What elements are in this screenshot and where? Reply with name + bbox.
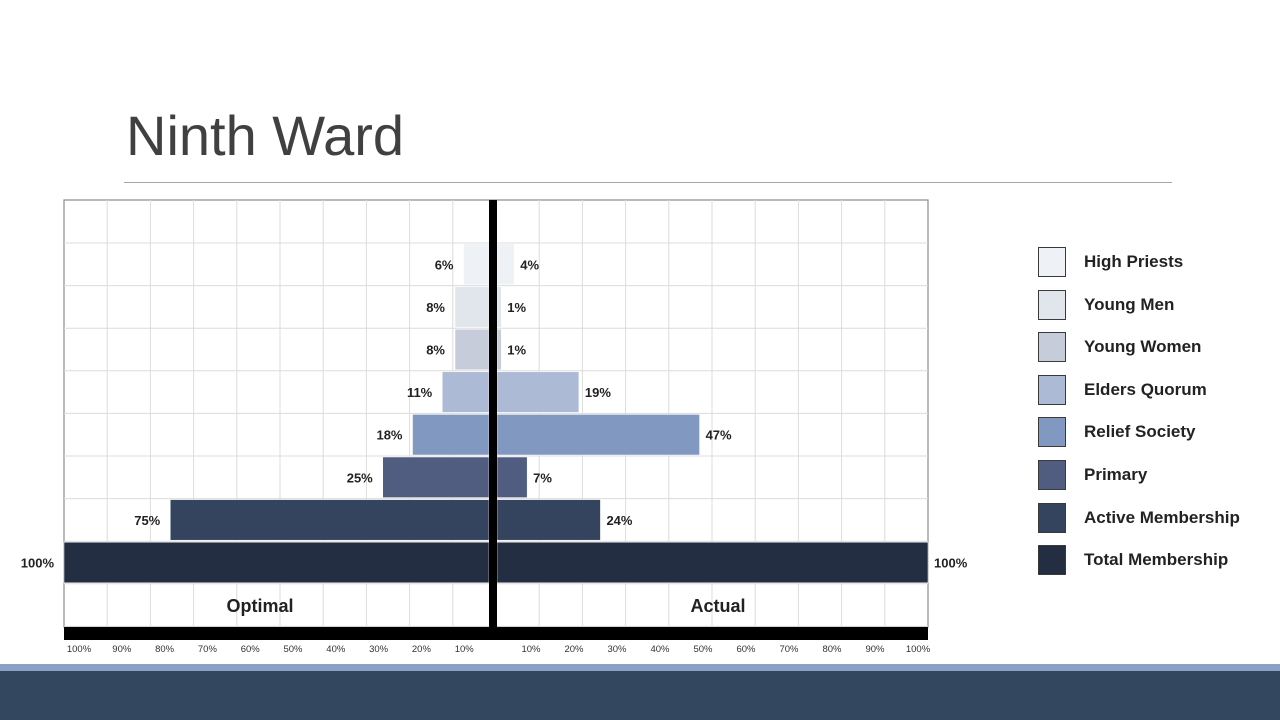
tick-label-right: 40% xyxy=(650,644,670,655)
data-label-optimal: 6% xyxy=(435,257,454,272)
tick-label-left: 50% xyxy=(283,644,303,655)
bar-actual xyxy=(496,456,528,498)
data-label-optimal: 25% xyxy=(347,470,373,485)
data-label-optimal: 100% xyxy=(21,556,55,571)
bar-optimal xyxy=(63,541,490,584)
data-label-optimal: 8% xyxy=(426,343,445,358)
legend-label: Young Men xyxy=(1084,294,1175,314)
legend-label: High Priests xyxy=(1084,252,1184,271)
center-axis xyxy=(489,200,497,627)
tick-label-left: 80% xyxy=(155,644,175,655)
data-label-actual: 4% xyxy=(520,257,539,272)
tick-label-left: 30% xyxy=(369,644,389,655)
tick-label-left: 60% xyxy=(241,644,261,655)
butterfly-chart: 6% 4% 8% 1% 8% 1% 11% 19% 18% 47% 25% 7% 75% 24% 100% 1… xyxy=(21,199,968,655)
data-label-actual: 1% xyxy=(507,300,526,315)
tick-label-right: 70% xyxy=(779,644,799,655)
tick-label-left: 10% xyxy=(455,644,475,655)
data-label-actual: 19% xyxy=(585,385,611,400)
legend-swatch xyxy=(1038,460,1066,490)
series-label-optimal: Optimal xyxy=(226,596,293,616)
bar-actual xyxy=(496,541,929,584)
bar-optimal xyxy=(170,499,490,541)
bar-optimal xyxy=(454,328,490,371)
bar-optimal xyxy=(382,456,490,498)
legend-label: Total Membership xyxy=(1084,550,1229,570)
bar-actual xyxy=(496,499,601,541)
tick-label-left: 40% xyxy=(326,644,346,655)
legend-swatch xyxy=(1038,417,1066,448)
data-label-actual: 100% xyxy=(934,556,968,571)
data-label-optimal: 11% xyxy=(407,385,433,400)
legend-item: Total Membership xyxy=(1038,545,1278,576)
data-label-optimal: 18% xyxy=(376,428,402,443)
tick-label-right: 100% xyxy=(906,644,931,655)
series-label-actual: Actual xyxy=(690,596,745,616)
data-label-actual: 7% xyxy=(533,470,552,485)
bar-actual xyxy=(496,328,502,371)
legend-swatch xyxy=(1038,289,1066,320)
legend-label: Elders Quorum xyxy=(1084,379,1207,399)
bar-actual xyxy=(496,243,515,285)
tick-label-right: 80% xyxy=(822,644,842,655)
tick-label-left: 90% xyxy=(112,644,132,655)
legend-label: Young Women xyxy=(1084,337,1202,357)
legend-label: Relief Society xyxy=(1084,422,1196,442)
tick-label-right: 10% xyxy=(521,644,541,655)
title-divider xyxy=(124,182,1172,183)
bar-optimal xyxy=(454,286,490,328)
legend-label: Primary xyxy=(1084,465,1148,484)
legend-item: Elders Quorum xyxy=(1038,374,1278,405)
legend-swatch xyxy=(1038,247,1066,277)
data-label-optimal: 8% xyxy=(426,300,445,315)
legend-swatch xyxy=(1038,502,1066,533)
legend-label: Active Membership xyxy=(1084,507,1240,527)
bar-optimal xyxy=(412,414,490,456)
bar-actual xyxy=(496,286,502,328)
footer-accent-line xyxy=(0,664,1280,671)
tick-label-right: 60% xyxy=(736,644,756,655)
footer-band xyxy=(0,671,1280,720)
legend-item: Young Men xyxy=(1038,289,1278,320)
bottom-axis-band xyxy=(64,627,928,640)
tick-label-right: 30% xyxy=(607,644,627,655)
tick-label-right: 50% xyxy=(693,644,713,655)
data-label-actual: 47% xyxy=(706,428,732,443)
bar-optimal xyxy=(463,243,490,285)
data-label-actual: 1% xyxy=(507,343,526,358)
legend-item: Active Membership xyxy=(1038,502,1278,533)
data-label-actual: 24% xyxy=(606,513,632,528)
tick-label-left: 70% xyxy=(198,644,218,655)
bar-actual xyxy=(496,414,700,456)
tick-label-right: 90% xyxy=(865,644,885,655)
legend-item: Primary xyxy=(1038,460,1278,490)
legend-swatch xyxy=(1038,545,1066,576)
legend-swatch xyxy=(1038,332,1066,363)
tick-label-left: 20% xyxy=(412,644,432,655)
legend-item: High Priests xyxy=(1038,247,1278,277)
tick-label-right: 20% xyxy=(564,644,584,655)
legend-swatch xyxy=(1038,374,1066,405)
tick-label-left: 100% xyxy=(67,644,92,655)
slide-title: Ninth Ward xyxy=(126,104,405,167)
data-label-optimal: 75% xyxy=(134,513,160,528)
legend-item: Young Women xyxy=(1038,332,1278,363)
bar-actual xyxy=(496,371,580,413)
legend-item: Relief Society xyxy=(1038,417,1278,448)
bar-optimal xyxy=(442,371,490,413)
